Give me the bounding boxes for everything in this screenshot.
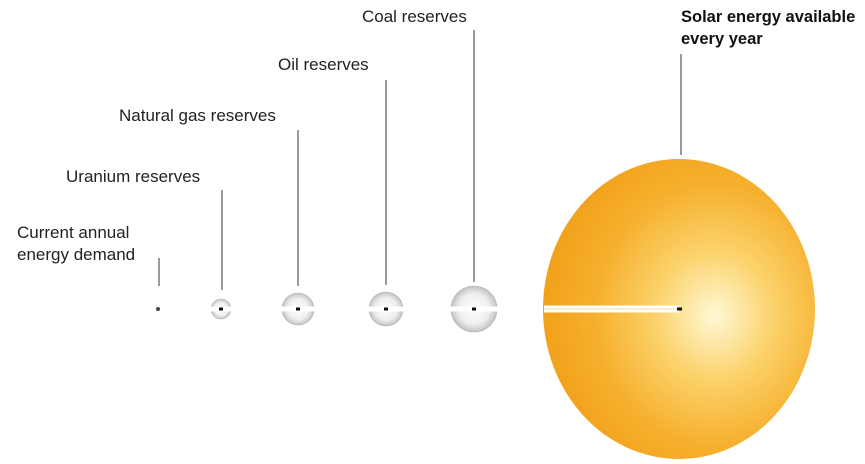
natural-gas-sphere <box>280 292 316 326</box>
coal-sphere <box>449 285 499 333</box>
demand-label: Current annual energy demand <box>17 222 167 266</box>
uranium-label: Uranium reserves <box>66 167 201 186</box>
solar-label-line-2: every year <box>681 30 763 48</box>
oil-sphere <box>367 291 405 327</box>
solar-label: Solar energy available every year <box>681 6 865 50</box>
demand-sphere <box>156 307 160 311</box>
solar-label-line-1: Solar energy available <box>681 8 856 26</box>
solar-sphere <box>543 159 815 459</box>
natural-gas-label: Natural gas reserves <box>119 106 276 125</box>
coal-label: Coal reserves <box>362 7 467 26</box>
oil-label: Oil reserves <box>278 55 369 74</box>
uranium-sphere <box>208 298 234 320</box>
demand-label-line-2: energy demand <box>17 245 136 264</box>
demand-label-line-1: Current annual <box>17 223 130 242</box>
